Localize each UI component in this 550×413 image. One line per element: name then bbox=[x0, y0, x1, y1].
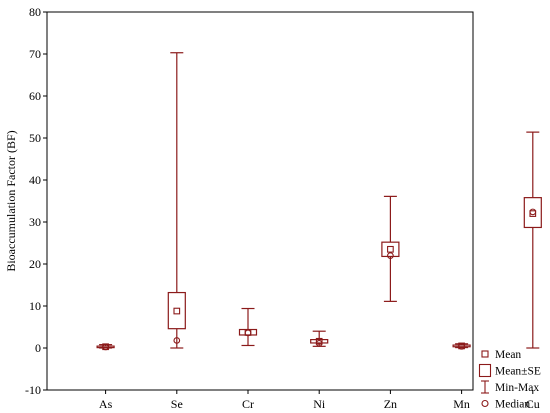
se-box bbox=[523, 197, 542, 229]
legend-item-range: Min-Max bbox=[481, 380, 539, 394]
x-tick-label: As bbox=[99, 397, 113, 411]
x-tick-label: Mn bbox=[453, 397, 470, 411]
y-axis-label: Bioaccumulation Factor (BF) bbox=[4, 130, 18, 271]
mean-marker bbox=[315, 337, 323, 345]
x-tick-label: Cr bbox=[242, 397, 254, 411]
y-tick-label: 20 bbox=[29, 257, 41, 271]
mean-marker bbox=[102, 343, 109, 351]
se-box bbox=[167, 291, 186, 330]
x-axis: As Se Cr Ni Zn Mn Cu bbox=[99, 390, 540, 411]
median-marker bbox=[387, 252, 394, 259]
box-cu bbox=[523, 131, 542, 349]
mean-marker bbox=[529, 210, 537, 217]
y-tick-label: 70 bbox=[29, 47, 41, 61]
plot-area bbox=[46, 11, 474, 391]
y-tick-label: 50 bbox=[29, 131, 41, 145]
y-tick-label: -10 bbox=[25, 383, 41, 397]
y-tick-label: 30 bbox=[29, 215, 41, 229]
box-ni bbox=[310, 330, 329, 347]
x-tick-label: Ni bbox=[313, 397, 326, 411]
se-box bbox=[310, 339, 329, 344]
legend-se-symbol bbox=[478, 363, 492, 378]
box-se bbox=[167, 52, 186, 349]
legend-label: Min-Max bbox=[495, 382, 539, 394]
box-cr bbox=[238, 307, 258, 347]
median-marker bbox=[173, 337, 181, 344]
mean-marker bbox=[458, 342, 465, 350]
box-zn bbox=[381, 195, 400, 302]
mean-marker bbox=[387, 245, 394, 253]
y-tick-label: 60 bbox=[29, 89, 41, 103]
mean-marker bbox=[173, 307, 181, 315]
y-tick-label: 40 bbox=[29, 173, 41, 187]
legend-label: Mean bbox=[495, 349, 521, 361]
legend-label: Mean±SE bbox=[495, 366, 541, 378]
se-box bbox=[96, 345, 115, 349]
legend-median-symbol bbox=[481, 399, 489, 408]
box-mn bbox=[452, 342, 471, 350]
legend-mean-symbol bbox=[481, 350, 489, 358]
y-tick-label: 10 bbox=[29, 299, 41, 313]
legend-item-median: Median bbox=[481, 399, 530, 411]
mean-marker bbox=[244, 329, 252, 336]
y-tick-label: 80 bbox=[29, 5, 41, 19]
x-tick-label: Cu bbox=[526, 397, 540, 411]
se-box bbox=[381, 241, 400, 258]
x-tick-label: Zn bbox=[384, 397, 397, 411]
legend: Mean Mean±SE Min-Max Median bbox=[478, 349, 541, 411]
se-box bbox=[452, 344, 471, 348]
y-axis: -10 0 10 20 30 40 50 60 70 80 bbox=[25, 5, 47, 397]
y-tick-label: 0 bbox=[35, 341, 41, 355]
legend-item-se: Mean±SE bbox=[478, 363, 541, 378]
box-series bbox=[96, 52, 542, 351]
box-as bbox=[96, 343, 115, 351]
x-tick-label: Se bbox=[171, 397, 183, 411]
legend-label: Median bbox=[495, 399, 530, 411]
legend-item-mean: Mean bbox=[481, 349, 521, 361]
